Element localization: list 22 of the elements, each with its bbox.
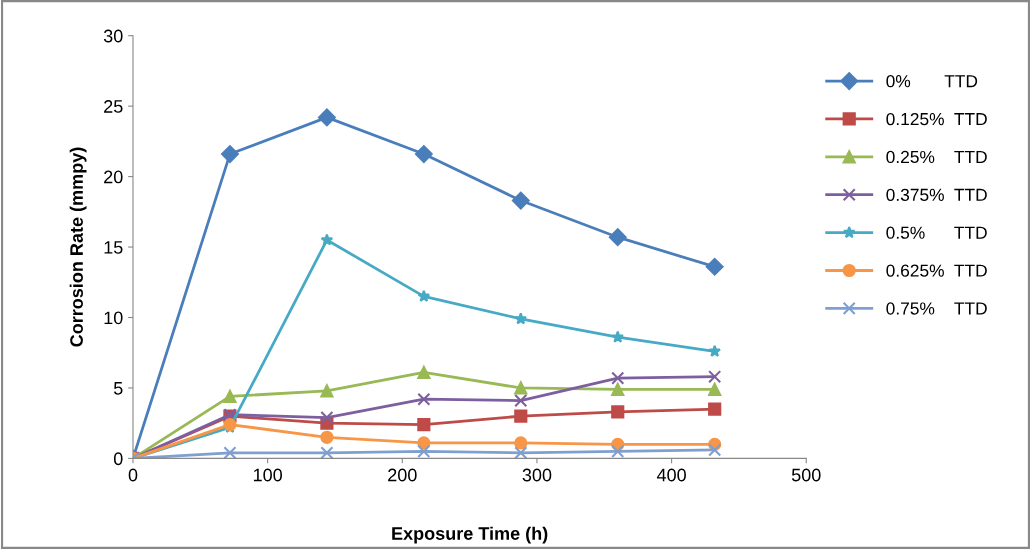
y-tick-label: 20 bbox=[104, 170, 123, 184]
x-tick-label: 400 bbox=[656, 468, 686, 482]
x-tick-label: 300 bbox=[522, 468, 552, 482]
legend-label: 0.375% TTD bbox=[886, 188, 987, 201]
x-tick-label: 200 bbox=[388, 468, 417, 482]
x-tick-label: 0 bbox=[128, 468, 138, 482]
y-tick-label: 10 bbox=[104, 311, 123, 325]
y-tick-label: 30 bbox=[103, 29, 123, 43]
legend-label: 0.25% TTD bbox=[886, 150, 987, 164]
x-axis-title: Exposure Time (h) bbox=[392, 526, 548, 544]
y-tick-label: 5 bbox=[113, 382, 123, 395]
legend-label: 0.125% TTD bbox=[886, 112, 987, 126]
y-tick-label: 25 bbox=[104, 100, 123, 113]
legend-label: 0.75% TTD bbox=[886, 302, 987, 315]
legend-label: 0.5% TTD bbox=[886, 226, 987, 239]
y-tick-label: 0 bbox=[113, 452, 123, 466]
y-tick-label: 15 bbox=[104, 241, 123, 254]
x-tick-label: 100 bbox=[253, 468, 283, 482]
legend-label: 0% TTD bbox=[886, 75, 978, 88]
x-tick-label: 500 bbox=[791, 468, 821, 482]
y-axis-title: Corrosion Rate (mmpy) bbox=[69, 147, 87, 347]
legend-label: 0.625% TTD bbox=[886, 264, 987, 277]
